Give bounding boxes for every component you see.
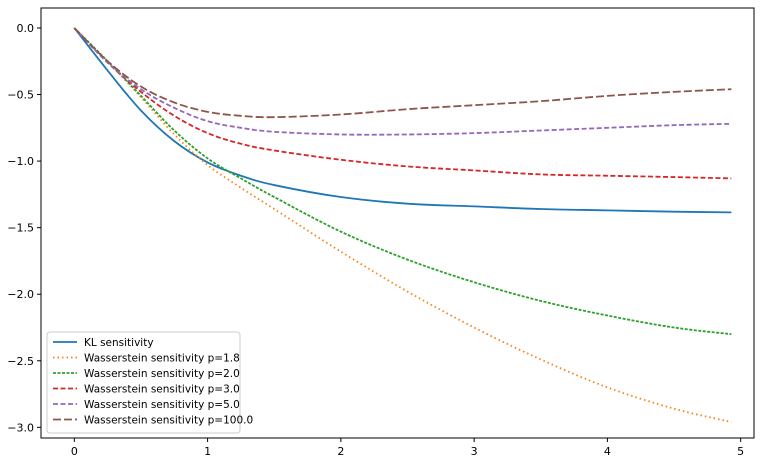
legend-label: Wasserstein sensitivity p=3.0 — [84, 384, 240, 396]
x-tick-label: 2 — [337, 445, 344, 458]
x-tick-label: 1 — [204, 445, 211, 458]
y-tick-label: −0.5 — [7, 89, 34, 102]
y-tick-label: 0.0 — [17, 22, 35, 35]
x-tick-label: 4 — [604, 445, 611, 458]
series-line — [73, 27, 732, 119]
y-tick-label: −1.5 — [7, 222, 34, 235]
y-tick-label: −3.0 — [7, 421, 34, 434]
series-line — [73, 27, 732, 136]
series-line — [73, 27, 732, 423]
legend-label: Wasserstein sensitivity p=5.0 — [84, 399, 240, 411]
legend-label: Wasserstein sensitivity p=100.0 — [84, 415, 253, 427]
legend-label: Wasserstein sensitivity p=1.8 — [84, 353, 240, 365]
legend-label: Wasserstein sensitivity p=2.0 — [84, 368, 240, 380]
y-tick-label: −2.5 — [7, 355, 34, 368]
legend-box — [46, 331, 241, 434]
x-tick-label: 0 — [71, 445, 78, 458]
series-layer — [73, 27, 732, 423]
x-tick-label: 5 — [737, 445, 744, 458]
y-tick-label: −1.0 — [7, 155, 34, 168]
series-line — [73, 27, 732, 214]
legend-label: KL sensitivity — [84, 337, 154, 349]
series-line — [73, 27, 732, 336]
y-tick-label: −2.0 — [7, 288, 34, 301]
legend: KL sensitivity Wasserstein sensitivity p=… — [46, 331, 253, 434]
series-line — [73, 27, 732, 180]
axis-layer: 0 1 2 3 4 5 0.0 −0.5 −1.0 −1.5 −2.0 −2.5 −3.0 — [7, 22, 744, 458]
plot-frame — [40, 7, 755, 439]
x-tick-label: 3 — [471, 445, 478, 458]
